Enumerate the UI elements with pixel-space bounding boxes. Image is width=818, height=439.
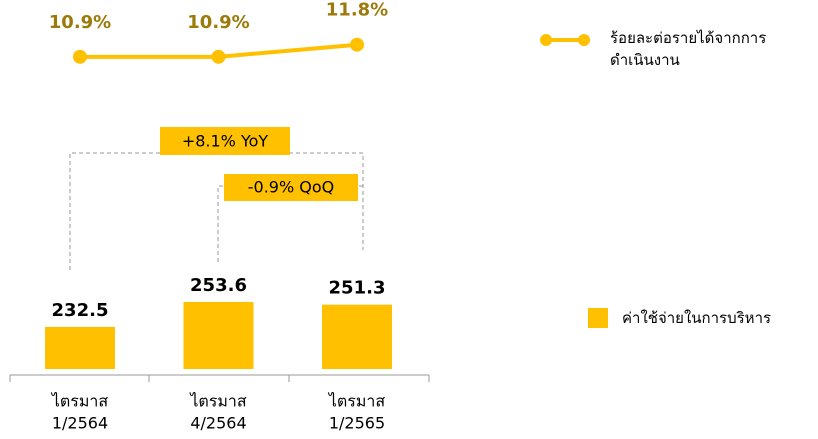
legend-label: ค่าใช้จ่ายในการบริหาร xyxy=(622,309,772,327)
legend-marker xyxy=(578,34,590,46)
yoy-label: +8.1% YoY xyxy=(182,132,269,151)
yoy-connector xyxy=(69,152,364,270)
line-marker xyxy=(73,49,87,64)
x-tick-label: 1/2564 xyxy=(52,414,108,433)
bar-value-label: 232.5 xyxy=(52,300,109,321)
x-tick-label: 4/2564 xyxy=(190,414,246,433)
legend-marker xyxy=(540,34,552,46)
line-marker xyxy=(211,49,226,64)
bar xyxy=(45,326,115,369)
legend-swatch xyxy=(588,308,608,328)
bar xyxy=(322,304,392,369)
line-value-label: 11.8% xyxy=(326,0,388,21)
x-tick-label: ไตรมาส xyxy=(188,392,247,411)
line-value-label: 10.9% xyxy=(49,12,111,33)
connectors xyxy=(69,152,364,270)
qoq-box xyxy=(224,174,358,201)
bar xyxy=(183,301,254,369)
x-tick-label: 1/2565 xyxy=(329,414,385,433)
line-marker xyxy=(350,37,364,52)
x-axis xyxy=(9,374,430,382)
x-tick-label: ไตรมาส xyxy=(327,392,386,411)
x-tick-label: ไตรมาส xyxy=(50,392,109,411)
line-value-label: 10.9% xyxy=(187,12,249,33)
yoy-box xyxy=(160,127,290,155)
legend-label: ร้อยละต่อรายได้จากการดำเนินงาน xyxy=(610,29,767,69)
bar-value-label: 253.6 xyxy=(190,275,247,296)
qoq-label: -0.9% QoQ xyxy=(248,178,334,197)
bar-value-label: 251.3 xyxy=(329,278,386,299)
